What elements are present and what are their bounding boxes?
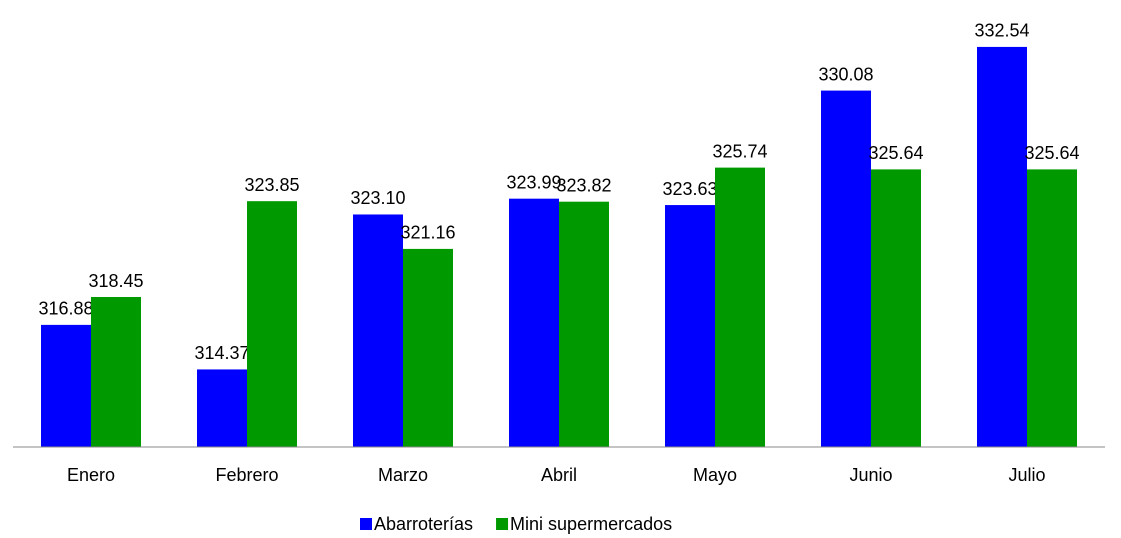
bar xyxy=(91,297,141,447)
bar xyxy=(871,169,921,447)
bar xyxy=(41,324,91,447)
data-label: 323.10 xyxy=(350,188,405,208)
x-tick-label: Marzo xyxy=(378,465,428,485)
data-label: 318.45 xyxy=(88,271,143,291)
data-label: 323.82 xyxy=(556,175,611,195)
x-tick-label: Abril xyxy=(541,465,577,485)
data-label: 325.64 xyxy=(868,143,923,163)
data-label: 323.85 xyxy=(244,175,299,195)
data-label: 321.16 xyxy=(400,223,455,243)
data-label: 314.37 xyxy=(194,343,249,363)
bar xyxy=(715,167,765,448)
bar xyxy=(977,46,1027,447)
legend-label: Abarroterías xyxy=(374,514,473,534)
data-label: 332.54 xyxy=(974,21,1029,41)
bar xyxy=(197,369,247,447)
bar xyxy=(821,90,871,447)
legend-swatch xyxy=(496,518,509,530)
x-tick-label: Mayo xyxy=(693,465,737,485)
bar xyxy=(1027,169,1077,447)
bar xyxy=(403,248,453,447)
x-tick-label: Julio xyxy=(1008,465,1045,485)
data-label: 323.63 xyxy=(662,179,717,199)
bar xyxy=(509,198,559,447)
data-label: 330.08 xyxy=(818,64,873,84)
data-label: 323.99 xyxy=(506,172,561,192)
data-label: 325.64 xyxy=(1024,143,1079,163)
bar xyxy=(353,214,403,447)
x-tick-label: Enero xyxy=(67,465,115,485)
legend-label: Mini supermercados xyxy=(510,514,672,534)
x-tick-label: Junio xyxy=(849,465,892,485)
bar xyxy=(665,205,715,447)
bar xyxy=(247,201,297,447)
bar xyxy=(559,201,609,447)
data-label: 325.74 xyxy=(712,141,767,161)
data-label: 316.88 xyxy=(38,299,93,319)
x-tick-label: Febrero xyxy=(215,465,278,485)
legend-swatch xyxy=(360,518,372,530)
